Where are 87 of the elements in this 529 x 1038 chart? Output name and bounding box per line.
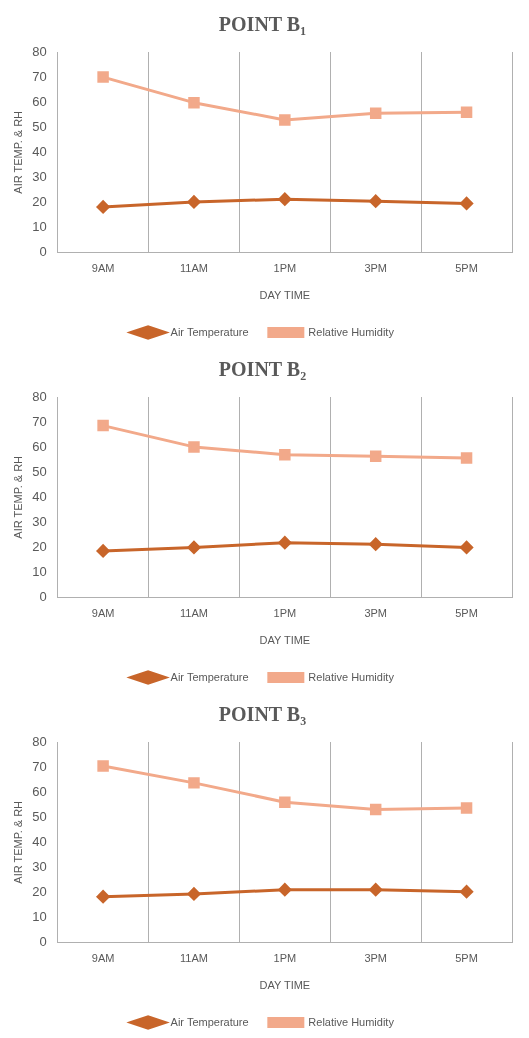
y-tick-label: 60 (32, 783, 47, 799)
y-tick-label: 80 (32, 733, 47, 749)
x-tick-label: 11AM (180, 952, 208, 965)
point (278, 883, 292, 897)
y-tick-label: 50 (32, 118, 47, 134)
point (278, 192, 292, 206)
y-axis-title: AIR TEMP. & RH (11, 455, 24, 539)
x-tick-label: 1PM (273, 262, 297, 275)
point (187, 887, 201, 901)
y-tick-label: 20 (32, 884, 47, 900)
chart-title: POINT B₁ (218, 13, 307, 36)
x-axis-title: DAY TIME (259, 289, 311, 302)
y-tick-label: 30 (32, 858, 47, 874)
y-tick-label: 10 (32, 564, 47, 580)
y-tick-label: 20 (32, 194, 47, 210)
legend-label: Relative Humidity (308, 325, 395, 338)
legend-label: Air Temperature (170, 325, 249, 338)
point (279, 448, 291, 461)
point (460, 802, 473, 814)
y-tick-label: 20 (32, 539, 47, 555)
x-tick-label: 1PM (273, 607, 297, 620)
point (460, 452, 473, 464)
legend-label: Relative Humidity (308, 670, 395, 683)
y-tick-label: 40 (32, 143, 47, 159)
x-tick-label: 5PM (455, 607, 478, 620)
x-tick-label: 3PM (364, 262, 388, 275)
y-tick-label: 60 (32, 93, 47, 109)
point (369, 107, 382, 119)
legend-label: Air Temperature (170, 670, 249, 683)
x-tick-label: 9AM (91, 262, 115, 275)
point (97, 419, 109, 432)
point (96, 890, 110, 904)
point (97, 760, 109, 772)
point (369, 194, 383, 208)
y-tick-label: 40 (32, 833, 47, 849)
y-tick-label: 40 (32, 488, 47, 504)
x-tick-label: 11AM (180, 607, 208, 620)
point (187, 540, 201, 554)
y-tick-label: 70 (32, 758, 47, 774)
point (460, 196, 474, 210)
y-axis-title: AIR TEMP. & RH (11, 800, 24, 884)
point (460, 106, 473, 118)
point (369, 450, 382, 462)
x-tick-label: 5PM (455, 262, 478, 275)
x-tick-label: 5PM (455, 952, 478, 965)
x-tick-label: 3PM (364, 952, 388, 965)
point (369, 803, 382, 816)
x-tick-label: 9AM (91, 607, 115, 620)
y-tick-label: 10 (32, 909, 47, 925)
x-tick-label: 9AM (91, 952, 115, 965)
point (97, 71, 109, 83)
y-axis-title: AIR TEMP. & RH (11, 110, 24, 194)
y-tick-label: 30 (32, 168, 47, 184)
x-tick-label: 11AM (180, 262, 208, 275)
point (279, 114, 291, 126)
point (460, 885, 474, 899)
point (369, 883, 383, 897)
y-tick-label: 50 (32, 463, 47, 479)
point (188, 777, 200, 789)
point (369, 537, 383, 551)
legend-label: Relative Humidity (308, 1015, 395, 1028)
x-axis-title: DAY TIME (259, 979, 311, 992)
y-tick-label: 80 (32, 43, 47, 59)
y-tick-label: 70 (32, 413, 47, 429)
point (188, 96, 200, 109)
point (187, 195, 201, 209)
y-tick-label: 80 (32, 388, 47, 404)
point (460, 540, 474, 554)
chart-title: POINT B₂ (218, 358, 307, 381)
point (278, 536, 292, 550)
y-tick-label: 30 (32, 513, 47, 529)
x-axis-title: DAY TIME (259, 634, 311, 647)
point (188, 441, 200, 453)
legend-label: Air Temperature (170, 1015, 249, 1028)
y-tick-label: 0 (39, 244, 47, 260)
point (279, 796, 291, 808)
x-tick-label: 1PM (273, 952, 297, 965)
y-tick-label: 0 (39, 589, 47, 605)
point (96, 544, 110, 558)
point (96, 200, 110, 214)
y-tick-label: 70 (32, 68, 47, 84)
x-tick-label: 3PM (364, 607, 388, 620)
y-tick-label: 0 (39, 934, 47, 950)
y-tick-label: 50 (32, 808, 47, 824)
y-tick-label: 10 (32, 219, 47, 235)
y-tick-label: 60 (32, 438, 47, 454)
chart-title: POINT B₃ (218, 703, 307, 726)
